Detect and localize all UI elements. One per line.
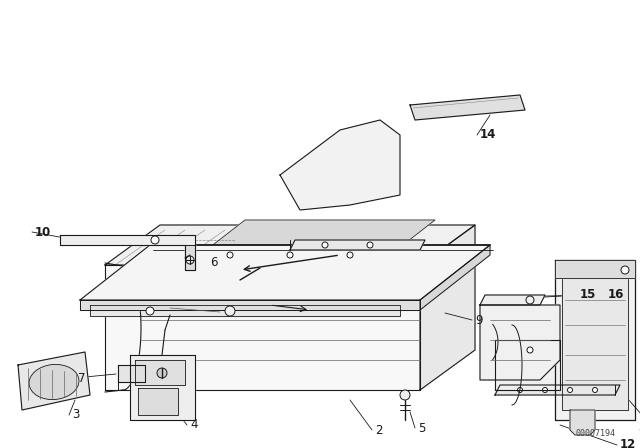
Polygon shape [60,235,195,270]
Polygon shape [555,260,635,420]
Polygon shape [562,270,628,410]
Text: 6: 6 [210,255,218,268]
Polygon shape [185,245,195,270]
Text: 14: 14 [480,129,497,142]
Circle shape [146,307,154,315]
Polygon shape [495,385,620,395]
Polygon shape [90,305,400,316]
Text: 15: 15 [580,289,596,302]
Polygon shape [555,260,635,278]
Polygon shape [420,225,475,390]
Polygon shape [105,225,475,265]
Polygon shape [570,410,595,435]
Text: 5: 5 [418,422,426,435]
Polygon shape [18,352,90,410]
Polygon shape [118,365,145,382]
Circle shape [593,388,598,392]
Circle shape [225,306,235,316]
Circle shape [367,242,373,248]
Polygon shape [480,305,560,380]
Text: 16: 16 [608,289,625,302]
Polygon shape [480,295,545,305]
Polygon shape [135,360,185,385]
Polygon shape [138,388,178,415]
Circle shape [400,390,410,400]
Text: 00007194: 00007194 [575,429,615,438]
Text: 4: 4 [190,418,198,431]
Text: 2: 2 [375,423,383,436]
Polygon shape [410,95,525,120]
Polygon shape [495,340,560,390]
Polygon shape [105,265,420,390]
Polygon shape [80,300,420,310]
Circle shape [621,266,629,274]
Text: 7: 7 [78,371,86,384]
Circle shape [527,347,533,353]
Circle shape [157,368,167,378]
Polygon shape [130,355,195,420]
Circle shape [526,296,534,304]
Circle shape [543,388,547,392]
Circle shape [347,252,353,258]
Circle shape [186,256,194,264]
Circle shape [227,252,233,258]
Polygon shape [200,220,435,255]
Text: 9: 9 [475,314,483,327]
Polygon shape [290,240,425,250]
Polygon shape [280,120,400,210]
Text: 12: 12 [620,439,636,448]
Circle shape [518,388,522,392]
Circle shape [287,252,293,258]
Polygon shape [420,245,490,310]
Text: 3: 3 [72,409,79,422]
Circle shape [322,242,328,248]
Circle shape [151,236,159,244]
Ellipse shape [29,364,79,400]
Circle shape [568,388,573,392]
Polygon shape [80,245,490,300]
Text: 10: 10 [35,225,51,238]
